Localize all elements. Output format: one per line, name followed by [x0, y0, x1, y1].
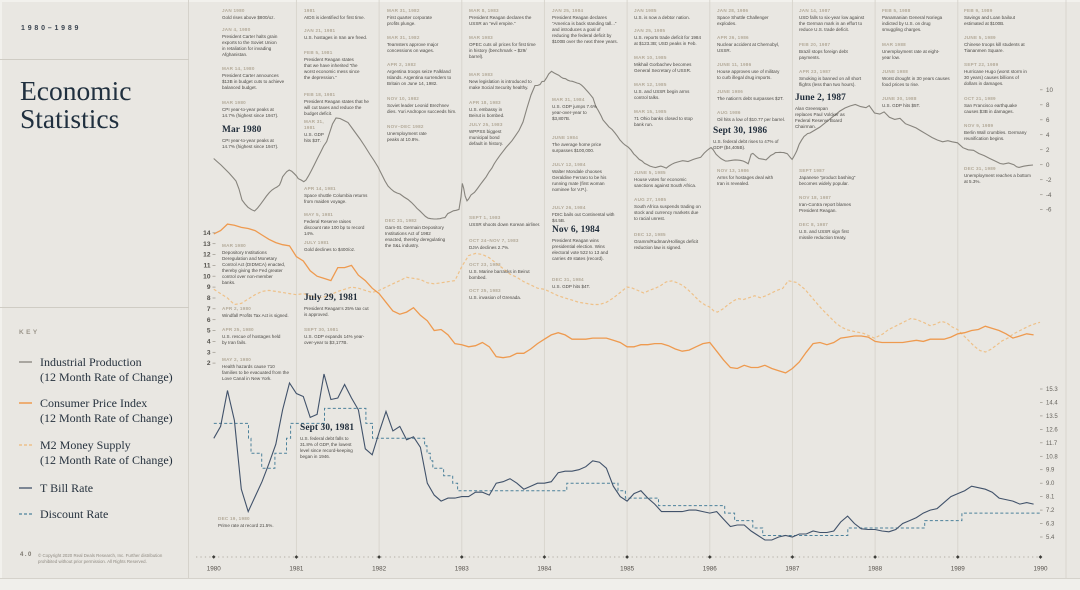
svg-text:8.1: 8.1 [1046, 495, 1055, 501]
svg-text:7: 7 [207, 306, 211, 313]
svg-text:9.0: 9.0 [1046, 481, 1055, 487]
svg-text:1981: 1981 [289, 566, 304, 573]
svg-text:1983: 1983 [455, 566, 470, 573]
svg-text:7.2: 7.2 [1046, 508, 1055, 514]
svg-text:1987: 1987 [785, 566, 800, 573]
svg-text:-4: -4 [1046, 192, 1052, 199]
svg-text:14.4: 14.4 [1046, 401, 1058, 407]
svg-text:9.9: 9.9 [1046, 468, 1055, 474]
svg-text:1989: 1989 [951, 566, 966, 573]
svg-text:9: 9 [207, 284, 211, 291]
svg-text:8: 8 [207, 295, 211, 302]
svg-text:5.4: 5.4 [1046, 535, 1055, 541]
svg-text:12.6: 12.6 [1046, 427, 1058, 433]
svg-text:6.3: 6.3 [1046, 522, 1055, 528]
svg-text:6: 6 [1046, 117, 1050, 124]
svg-text:10.8: 10.8 [1046, 454, 1058, 460]
svg-text:1980: 1980 [207, 566, 222, 573]
svg-text:1985: 1985 [620, 566, 635, 573]
svg-text:4: 4 [1046, 132, 1050, 139]
svg-text:4: 4 [207, 339, 211, 346]
svg-text:11: 11 [204, 263, 211, 270]
svg-text:14: 14 [203, 230, 211, 237]
svg-text:8: 8 [1046, 102, 1050, 109]
svg-text:-2: -2 [1046, 177, 1052, 184]
svg-text:13.5: 13.5 [1046, 414, 1058, 420]
svg-text:1988: 1988 [868, 566, 883, 573]
svg-text:0: 0 [1046, 162, 1050, 169]
svg-text:2: 2 [1046, 147, 1050, 154]
svg-text:5: 5 [207, 328, 211, 335]
svg-text:15.3: 15.3 [1046, 387, 1058, 393]
svg-text:-6: -6 [1046, 207, 1052, 214]
svg-text:1984: 1984 [537, 566, 552, 573]
svg-text:2: 2 [207, 360, 211, 367]
svg-text:10: 10 [203, 273, 211, 280]
svg-text:13: 13 [203, 241, 211, 248]
svg-text:1986: 1986 [703, 566, 718, 573]
svg-text:3: 3 [207, 349, 211, 356]
svg-text:1982: 1982 [372, 566, 387, 573]
svg-text:11.7: 11.7 [1046, 441, 1058, 447]
svg-text:10: 10 [1046, 87, 1053, 94]
svg-text:12: 12 [203, 252, 211, 259]
svg-text:6: 6 [207, 317, 211, 324]
svg-text:1990: 1990 [1033, 566, 1048, 573]
